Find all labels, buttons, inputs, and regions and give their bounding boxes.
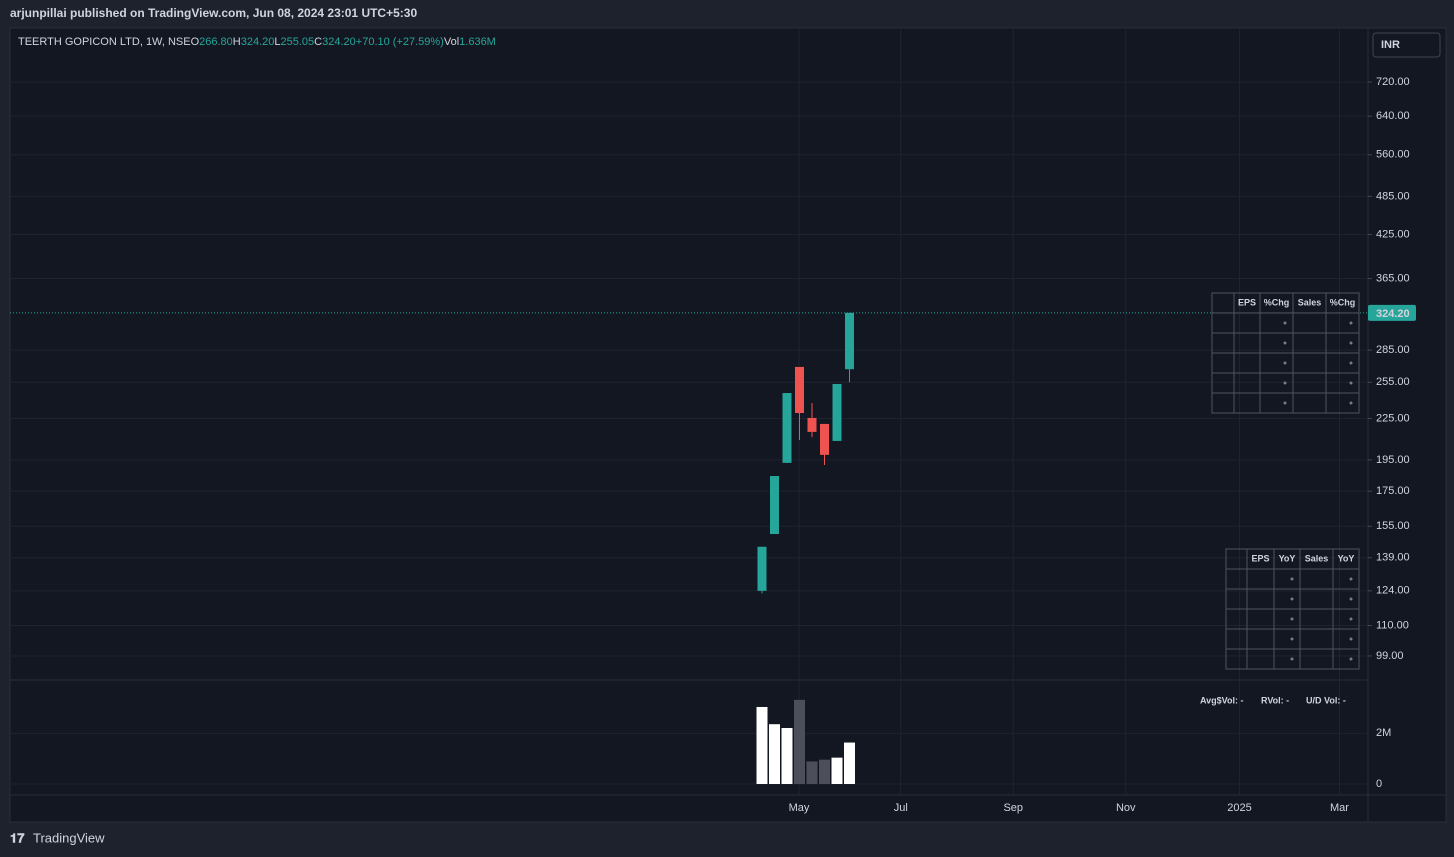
table-dot <box>1290 637 1294 641</box>
x-tick-label: Nov <box>1116 802 1136 814</box>
candle-body <box>820 423 829 455</box>
table-dot <box>1349 321 1353 325</box>
x-tick-label: 2025 <box>1227 802 1251 814</box>
table-dot <box>1349 657 1353 661</box>
table-dot <box>1349 597 1353 601</box>
volume-bar <box>819 759 830 784</box>
y-tick-label: 175.00 <box>1376 485 1410 497</box>
table-dot <box>1283 361 1287 365</box>
y-tick-label: 0 <box>1376 778 1382 790</box>
y-tick-label: 155.00 <box>1376 520 1410 532</box>
volume-bar <box>844 742 855 784</box>
x-tick-label: May <box>789 802 810 814</box>
volume-stat: U/D Vol: - <box>1306 695 1346 705</box>
table-header: YoY <box>1338 553 1355 563</box>
legend-vol: 1.636M <box>459 36 496 48</box>
table-header: Sales <box>1298 297 1322 307</box>
table-header: %Chg <box>1264 297 1290 307</box>
volume-bar <box>756 706 768 784</box>
legend-o-label: O <box>191 36 200 48</box>
table-dot <box>1290 617 1294 621</box>
table-dot <box>1349 381 1353 385</box>
table-dot <box>1283 401 1287 405</box>
table-header: %Chg <box>1330 297 1356 307</box>
y-tick-label: 640.00 <box>1376 110 1410 122</box>
volume-bar <box>769 724 780 784</box>
x-tick-label: Jul <box>894 802 908 814</box>
y-tick-label: 2M <box>1376 727 1391 739</box>
legend-h-label: H <box>233 36 241 48</box>
y-tick-label: 365.00 <box>1376 272 1410 284</box>
candle-body <box>782 393 792 463</box>
volume-bar <box>831 757 843 784</box>
legend-change: +70.10 (+27.59%) <box>356 36 444 48</box>
last-price-box <box>1368 304 1416 321</box>
currency: INR <box>1381 39 1400 51</box>
legend-h: 324.20 <box>241 36 275 48</box>
footer-brand: 𝟏𝟕 TradingView <box>10 830 105 845</box>
legend-symbol: TEERTH GOPICON LTD, 1W, NSE <box>18 36 191 48</box>
last-price-label: 324.20 <box>1376 308 1410 320</box>
legend: TEERTH GOPICON LTD, 1W, NSEO266.80H324.2… <box>18 36 496 48</box>
y-tick-label: 425.00 <box>1376 228 1410 240</box>
legend-l-label: L <box>274 36 280 48</box>
y-tick-label: 99.00 <box>1376 650 1404 662</box>
y-tick-label: 485.00 <box>1376 190 1410 202</box>
legend-l: 255.05 <box>281 36 315 48</box>
currency-button[interactable] <box>1372 32 1441 58</box>
y-tick-label: 255.00 <box>1376 376 1410 388</box>
table-header: EPS <box>1251 553 1269 563</box>
table-dot <box>1349 341 1353 345</box>
candle-body <box>845 312 854 370</box>
table-dot <box>1349 637 1353 641</box>
y-tick-label: 560.00 <box>1376 149 1410 161</box>
y-tick-label: 720.00 <box>1376 76 1410 88</box>
volume-bar <box>781 728 793 784</box>
y-tick-label: 110.00 <box>1376 619 1409 631</box>
y-tick-label: 124.00 <box>1376 585 1410 597</box>
table-dot <box>1283 381 1287 385</box>
legend-c-label: C <box>314 36 322 48</box>
y-tick-label: 285.00 <box>1376 344 1410 356</box>
y-tick-label: 195.00 <box>1376 454 1410 466</box>
table-dot <box>1349 401 1353 405</box>
table-dot <box>1290 577 1294 581</box>
legend-o: 266.80 <box>199 36 233 48</box>
table-header: EPS <box>1238 297 1256 307</box>
table-dot <box>1290 657 1294 661</box>
legend-vol-label: Vol <box>444 36 459 48</box>
table-dot <box>1349 617 1353 621</box>
candle-body <box>770 476 779 535</box>
table-dot <box>1283 321 1287 325</box>
legend-c: 324.20 <box>322 36 356 48</box>
table-dot <box>1349 361 1353 365</box>
table-dot <box>1283 341 1287 345</box>
volume-bar <box>794 699 805 784</box>
x-tick-label: Sep <box>1003 802 1023 814</box>
x-tick-label: Mar <box>1330 802 1349 814</box>
logo: 𝟏𝟕 <box>10 830 25 845</box>
candle-body <box>757 546 767 591</box>
volume-stat: Avg$Vol: - <box>1200 695 1244 705</box>
volume-stat: RVol: - <box>1261 695 1289 705</box>
y-tick-label: 225.00 <box>1376 412 1410 424</box>
candle-body <box>807 417 817 432</box>
brand-name: TradingView <box>33 830 105 845</box>
table-header: YoY <box>1279 553 1296 563</box>
candle-body <box>832 383 842 441</box>
y-tick-label: 139.00 <box>1376 552 1410 564</box>
candle-body <box>795 366 804 414</box>
volume-bar <box>806 761 818 784</box>
table-dot <box>1290 597 1294 601</box>
table-dot <box>1349 577 1353 581</box>
table-header: Sales <box>1305 553 1329 563</box>
publish-info: arjunpillai published on TradingView.com… <box>10 6 417 20</box>
chart-area <box>9 27 1447 823</box>
